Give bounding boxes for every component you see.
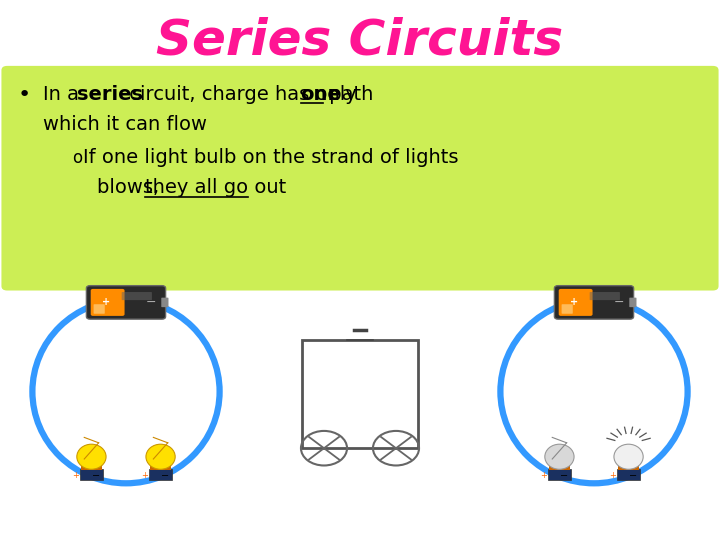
FancyBboxPatch shape <box>86 286 166 319</box>
Ellipse shape <box>77 444 106 469</box>
Text: −: − <box>629 470 637 481</box>
FancyBboxPatch shape <box>562 304 572 314</box>
Text: +: + <box>540 471 546 480</box>
FancyBboxPatch shape <box>559 289 593 316</box>
Bar <box>617 469 640 480</box>
Text: +: + <box>72 471 78 480</box>
FancyBboxPatch shape <box>590 292 620 300</box>
Bar <box>618 466 639 470</box>
Text: −: − <box>92 470 100 481</box>
Bar <box>550 464 569 469</box>
Text: Series Circuits: Series Circuits <box>156 17 564 64</box>
Text: In a: In a <box>43 85 86 104</box>
Bar <box>149 469 172 480</box>
Text: −: − <box>161 470 169 481</box>
Text: +: + <box>570 298 578 307</box>
Text: one: one <box>301 85 341 104</box>
Bar <box>151 464 170 469</box>
FancyBboxPatch shape <box>91 289 125 316</box>
Ellipse shape <box>614 444 643 469</box>
FancyBboxPatch shape <box>554 286 634 319</box>
Text: circuit, charge has only: circuit, charge has only <box>122 85 363 104</box>
Text: they all go out: they all go out <box>145 178 287 198</box>
Text: series: series <box>78 85 143 104</box>
Text: o: o <box>72 148 82 167</box>
Bar <box>619 464 638 469</box>
Text: +: + <box>102 298 110 307</box>
Bar <box>302 340 418 448</box>
Text: −: − <box>614 296 624 309</box>
FancyBboxPatch shape <box>1 66 719 291</box>
Text: −: − <box>146 296 156 309</box>
Text: path: path <box>323 85 374 104</box>
Bar <box>548 469 571 480</box>
FancyBboxPatch shape <box>94 304 105 314</box>
Bar <box>150 466 171 470</box>
FancyBboxPatch shape <box>122 292 152 300</box>
Text: •: • <box>18 84 31 105</box>
Text: +: + <box>141 471 148 480</box>
Text: blows,: blows, <box>97 178 166 198</box>
Bar <box>82 464 101 469</box>
Text: −: − <box>560 470 568 481</box>
Text: +: + <box>609 471 616 480</box>
Ellipse shape <box>146 444 175 469</box>
Text: If one light bulb on the strand of lights: If one light bulb on the strand of light… <box>83 148 459 167</box>
Ellipse shape <box>545 444 574 469</box>
Bar <box>80 469 103 480</box>
Bar <box>81 466 102 470</box>
FancyBboxPatch shape <box>629 298 636 307</box>
FancyBboxPatch shape <box>161 298 168 307</box>
Text: which it can flow: which it can flow <box>43 114 207 134</box>
Bar <box>549 466 570 470</box>
